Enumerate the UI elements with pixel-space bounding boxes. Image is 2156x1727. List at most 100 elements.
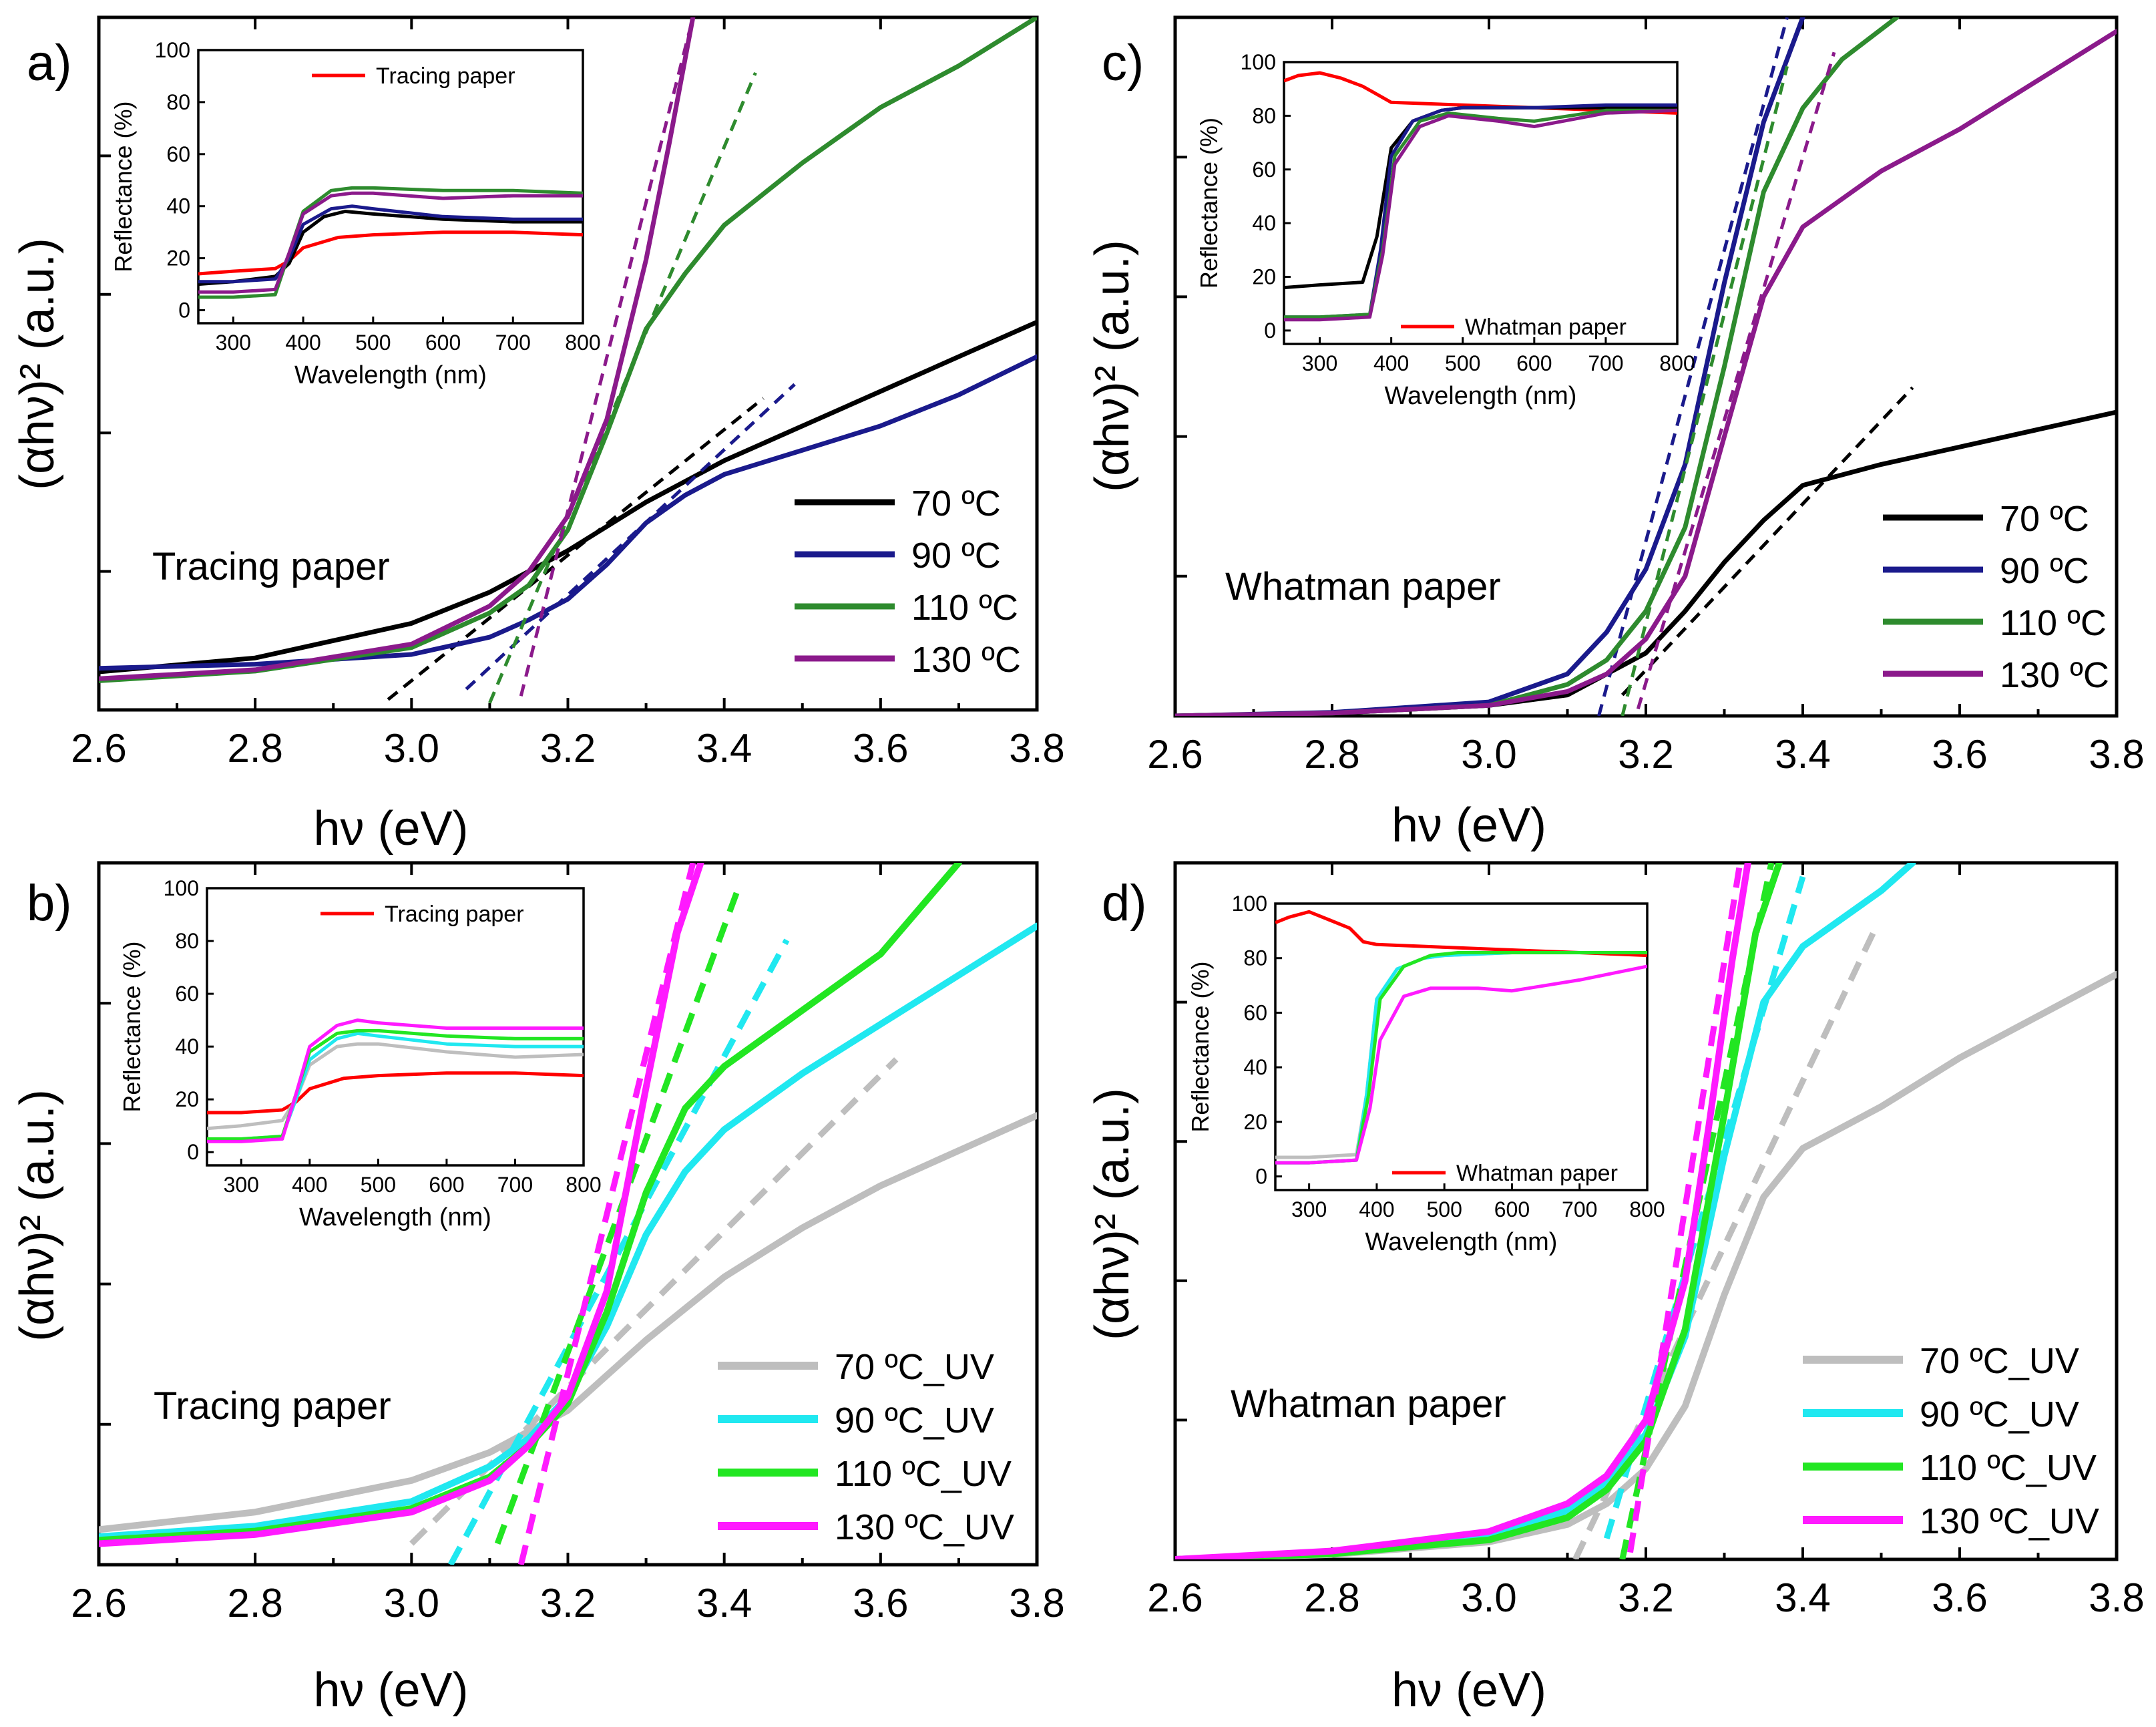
- y-axis-label: (αhν)² (a.u.): [1086, 1088, 1139, 1340]
- legend: 70 ºC_UV 90 ºC_UV 110 ºC_UV 130 ºC_UV: [1803, 1341, 2099, 1541]
- legend-label-0: 70 ºC: [2000, 499, 2089, 539]
- inset-legend-label: Whatman paper: [1456, 1161, 1618, 1186]
- inset-y-tick-label: 0: [178, 299, 190, 323]
- inset-plot-area: [1275, 910, 1647, 1165]
- inset-x-tick-label: 600: [429, 1173, 464, 1197]
- inset-x-tick-label: 800: [1659, 351, 1695, 375]
- inset-series-line-4: [207, 1018, 584, 1143]
- series-line-3: [1175, 863, 1751, 1559]
- inset-y-tick-label: 80: [1243, 946, 1267, 970]
- x-axis-label: hν (eV): [313, 802, 468, 855]
- inset-x-tick-label: 500: [361, 1173, 396, 1197]
- panel-title: Tracing paper: [154, 1384, 391, 1428]
- legend-label-1: 90 ºC_UV: [1920, 1394, 2079, 1434]
- x-tick-label: 2.6: [71, 726, 126, 771]
- plot-area: [99, 863, 1037, 1565]
- inset-series-line-3: [1284, 108, 1677, 319]
- inset-legend-label: Tracing paper: [385, 902, 524, 927]
- inset-x-tick-label: 700: [497, 1173, 533, 1197]
- inset-legend-label: Whatman paper: [1465, 315, 1627, 340]
- inset-series-line-4: [1284, 108, 1677, 322]
- inset-y-tick-label: 80: [1252, 104, 1276, 128]
- x-tick-label: 3.6: [1932, 1575, 1987, 1620]
- inset-series-line-4: [198, 191, 583, 294]
- x-tick-label: 3.2: [540, 726, 596, 771]
- inset-x-tick-label: 400: [1359, 1197, 1394, 1221]
- legend-label-3: 130 ºC_UV: [835, 1507, 1014, 1547]
- inset-x-tick-label: 500: [1426, 1197, 1462, 1221]
- inset-x-tick-label: 300: [1302, 351, 1337, 375]
- inset-y-tick-label: 40: [1252, 211, 1276, 235]
- series-line-3: [1175, 29, 2117, 716]
- inset-y-tick-label: 100: [1241, 50, 1276, 74]
- legend-label-0: 70 ºC_UV: [1920, 1341, 2079, 1381]
- legend-label-2: 110 ºC_UV: [1920, 1448, 2097, 1488]
- inset-series-line-0: [207, 1071, 584, 1115]
- legend-label-1: 90 ºC_UV: [835, 1400, 994, 1441]
- inset-series-line-0: [198, 230, 583, 276]
- x-tick-label: 2.6: [1147, 1575, 1203, 1620]
- inset-x-tick-label: 400: [1373, 351, 1409, 375]
- inset-b: 300 400 500 600 700 800 0 20 40 60 80 100 Wavelength…: [118, 876, 602, 1231]
- x-axis-label: hν (eV): [313, 1664, 468, 1717]
- x-axis-label: hν (eV): [1391, 799, 1546, 852]
- inset-x-tick-label: 800: [565, 331, 600, 355]
- series-line-1: [99, 922, 1037, 1540]
- fit-line-2: [494, 882, 743, 1545]
- x-tick-label: 3.2: [1618, 1575, 1673, 1620]
- fit-line-0: [387, 397, 765, 701]
- legend-label-3: 130 ºC: [911, 640, 1021, 680]
- panel-a: 2.6 2.8 3.0 3.2 3.4 3.6 3.8 hν (eV) (αhν)² (a.u.…: [11, 15, 1065, 855]
- legend-label-2: 110 ºC: [2000, 603, 2107, 643]
- inset-x-tick-label: 300: [216, 331, 251, 355]
- panel-title: Whatman paper: [1231, 1382, 1506, 1426]
- inset-legend-label: Tracing paper: [376, 63, 515, 89]
- inset-series-line-3: [207, 1028, 584, 1141]
- inset-x-tick-label: 700: [1588, 351, 1623, 375]
- x-tick-label: 2.8: [1304, 732, 1359, 777]
- inset-plot-area: [198, 186, 583, 299]
- inset-x-axis-label: Wavelength (nm): [1365, 1228, 1558, 1256]
- inset-y-axis-label: Reflectance (%): [118, 941, 146, 1112]
- legend-label-1: 90 ºC: [911, 536, 1001, 576]
- x-tick-label: 2.6: [71, 1581, 126, 1625]
- legend-label-1: 90 ºC: [2000, 551, 2089, 591]
- y-axis-label: (αhν)² (a.u.): [11, 238, 64, 490]
- panel-c: 2.6 2.8 3.0 3.2 3.4 3.6 3.8 hν (eV) (αhν)² (a.u.…: [1086, 15, 2145, 852]
- inset-x-tick-label: 800: [566, 1173, 601, 1197]
- inset-y-tick-label: 40: [175, 1034, 199, 1059]
- inset-y-tick-label: 20: [1252, 265, 1276, 289]
- inset-x-tick-label: 800: [1629, 1197, 1665, 1221]
- inset-y-axis-label: Reflectance (%): [1195, 118, 1223, 289]
- fit-line-2: [1621, 65, 1789, 716]
- inset-d: 300 400 500 600 700 800 0 20 40 60 80 100 Wavelength…: [1187, 892, 1665, 1256]
- x-tick-label: 2.8: [1304, 1575, 1359, 1620]
- series-line-3: [99, 17, 696, 681]
- x-tick-label: 3.8: [2089, 1575, 2144, 1620]
- legend-label-3: 130 ºC: [2000, 655, 2109, 695]
- inset-plot-area: [1284, 71, 1677, 322]
- legend: 70 ºC 90 ºC 110 ºC 130 ºC: [795, 484, 1021, 680]
- inset-y-axis-label: Reflectance (%): [110, 101, 137, 272]
- inset-x-tick-label: 700: [1562, 1197, 1597, 1221]
- inset-plot-area: [207, 1018, 584, 1143]
- x-tick-label: 3.8: [1009, 726, 1064, 771]
- legend: 70 ºC 90 ºC 110 ºC 130 ºC: [1883, 499, 2109, 695]
- plot-area: [1175, 863, 2117, 1559]
- inset-y-tick-label: 60: [166, 142, 190, 166]
- inset-series-line-0: [1275, 910, 1647, 958]
- panel-label: d): [1102, 875, 1147, 932]
- inset-y-tick-label: 40: [1243, 1055, 1267, 1079]
- panel-label: b): [27, 875, 72, 932]
- inset-c: 300 400 500 600 700 800 0 20 40 60 80 100 Wavelength…: [1195, 50, 1695, 410]
- legend-label-0: 70 ºC_UV: [835, 1347, 994, 1387]
- inset-y-tick-label: 40: [166, 194, 190, 218]
- inset-y-tick-label: 20: [175, 1087, 199, 1111]
- inset-series-line-2: [198, 204, 583, 284]
- x-tick-label: 3.8: [2089, 732, 2144, 777]
- inset-y-tick-label: 100: [164, 876, 199, 900]
- fit-line-1: [465, 383, 796, 691]
- inset-y-tick-label: 80: [166, 90, 190, 114]
- inset-x-tick-label: 600: [1494, 1197, 1530, 1221]
- plot-area: [1175, 17, 2117, 716]
